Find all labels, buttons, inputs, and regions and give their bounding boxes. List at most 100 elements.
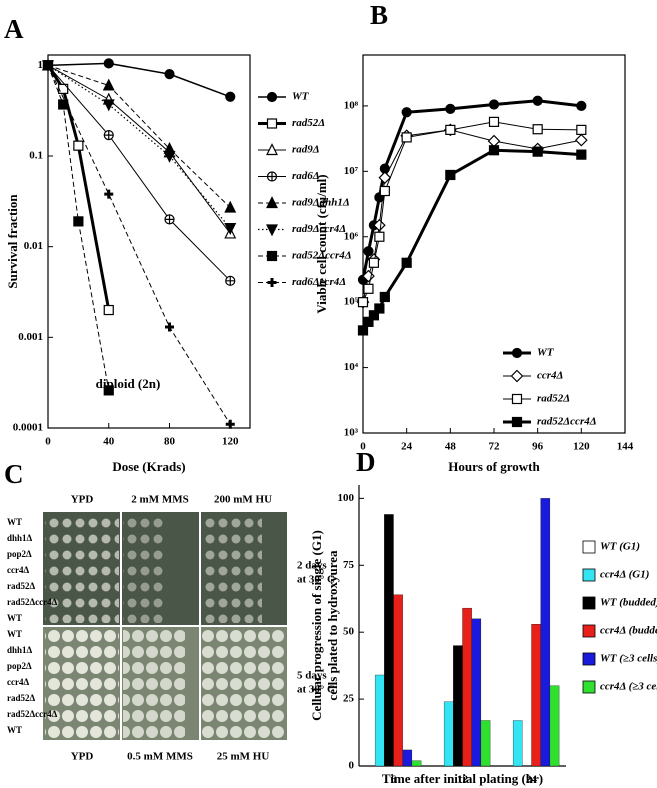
legend-label: WT (budded) [600,597,657,609]
series-line [361,148,582,332]
column-header: YPD [71,751,94,763]
marker [225,91,236,102]
condition-note: 2 days [297,560,327,572]
marker [164,214,175,225]
marker [103,304,114,316]
marker [488,99,500,110]
marker [488,116,500,127]
bar [512,720,523,767]
marker [363,246,374,257]
y-tick-label: 10³ [344,427,359,439]
legend-marker [266,250,278,262]
marker [374,231,385,242]
legend-label: rad9Δccr4Δ [292,223,346,235]
legend-label: rad52Δ [292,117,325,129]
y-tick-label: 75 [343,559,355,571]
marker [357,297,369,308]
x-axis-label: Time after initial plating (hr) [382,771,543,786]
marker [445,103,456,114]
row-label: dhh1Δ [7,645,33,655]
legend-label: WT (G1) [600,541,640,553]
bar [443,701,454,767]
legend-label: ccr4Δ (G1) [600,569,649,581]
marker [73,140,84,151]
series-line [47,64,231,208]
bar [471,618,482,767]
marker [225,419,235,429]
legend-label: rad52Δccr4Δ [537,416,597,428]
legend-label: rad9Δ [292,144,320,156]
y-tick-label: 10⁷ [344,165,359,177]
series-line [362,129,582,303]
spots [202,629,284,738]
spots [123,629,185,738]
bar [374,674,385,767]
x-tick-label: 24 [401,441,413,453]
marker [379,291,390,303]
marker [357,325,369,336]
marker [73,216,84,227]
series-line [361,99,582,281]
x-tick-label: 120 [573,441,590,453]
legend-label: ccr4Δ (budded) [600,625,657,637]
marker [102,78,115,91]
row-label: WT [7,613,22,623]
y-axis-label: Survival fraction [5,194,20,289]
bar [540,498,551,767]
y-tick-label: 0.01 [24,240,43,252]
x-tick-label: 80 [164,436,176,448]
marker [532,95,543,106]
marker [368,310,380,321]
marker [165,322,175,332]
legend-label: rad52Δ [537,393,570,405]
marker [102,99,115,112]
bar [402,749,413,767]
marker [532,146,543,157]
y-tick-label: 10⁵ [344,296,359,308]
x-tick-label: 0 [360,441,366,453]
plot-frame [47,54,251,429]
legend-label: rad52Δccr4Δ [292,250,352,262]
marker [532,124,543,135]
panel-letter: B [370,0,388,30]
series-line [362,121,582,303]
marker [487,134,501,148]
legend-marker [266,143,278,156]
marker [363,283,374,294]
panel-letter: A [4,14,24,44]
series-line [47,62,231,98]
y-tick-label: 10⁸ [344,99,359,111]
x-tick-label: 0 [45,436,51,448]
series-line [46,64,111,311]
spots [202,514,262,623]
marker [224,223,237,236]
legend-marker [511,416,523,428]
marker [488,145,500,156]
marker [368,257,380,268]
condition-note: at 30° C [297,574,335,586]
legend-marker [266,224,278,237]
y-axis-label: Viable cell count (cfu/ml) [314,174,329,313]
marker [373,218,386,232]
marker [103,130,114,141]
row-label: pop2Δ [7,661,32,671]
marker [103,58,114,69]
bar [384,514,394,767]
column-header: 25 mM HU [217,751,270,763]
x-tick-label: 12 [457,774,469,786]
row-label: ccr4Δ [7,565,29,575]
legend-swatch [582,568,596,582]
row-label: ccr4Δ [7,677,29,687]
y-tick-label: 0.001 [18,331,43,343]
y-tick-label: 100 [338,492,355,504]
y-axis-label: Cellular progression of single (G1) [309,530,324,721]
marker [164,69,175,80]
legend-swatch [582,652,596,666]
row-label: rad52Δ [7,693,36,703]
series-line [47,64,231,234]
marker [401,107,412,118]
y-tick-label: 10⁶ [344,230,359,242]
column-header: 0.5 mM MMS [127,751,193,763]
marker [224,200,237,213]
